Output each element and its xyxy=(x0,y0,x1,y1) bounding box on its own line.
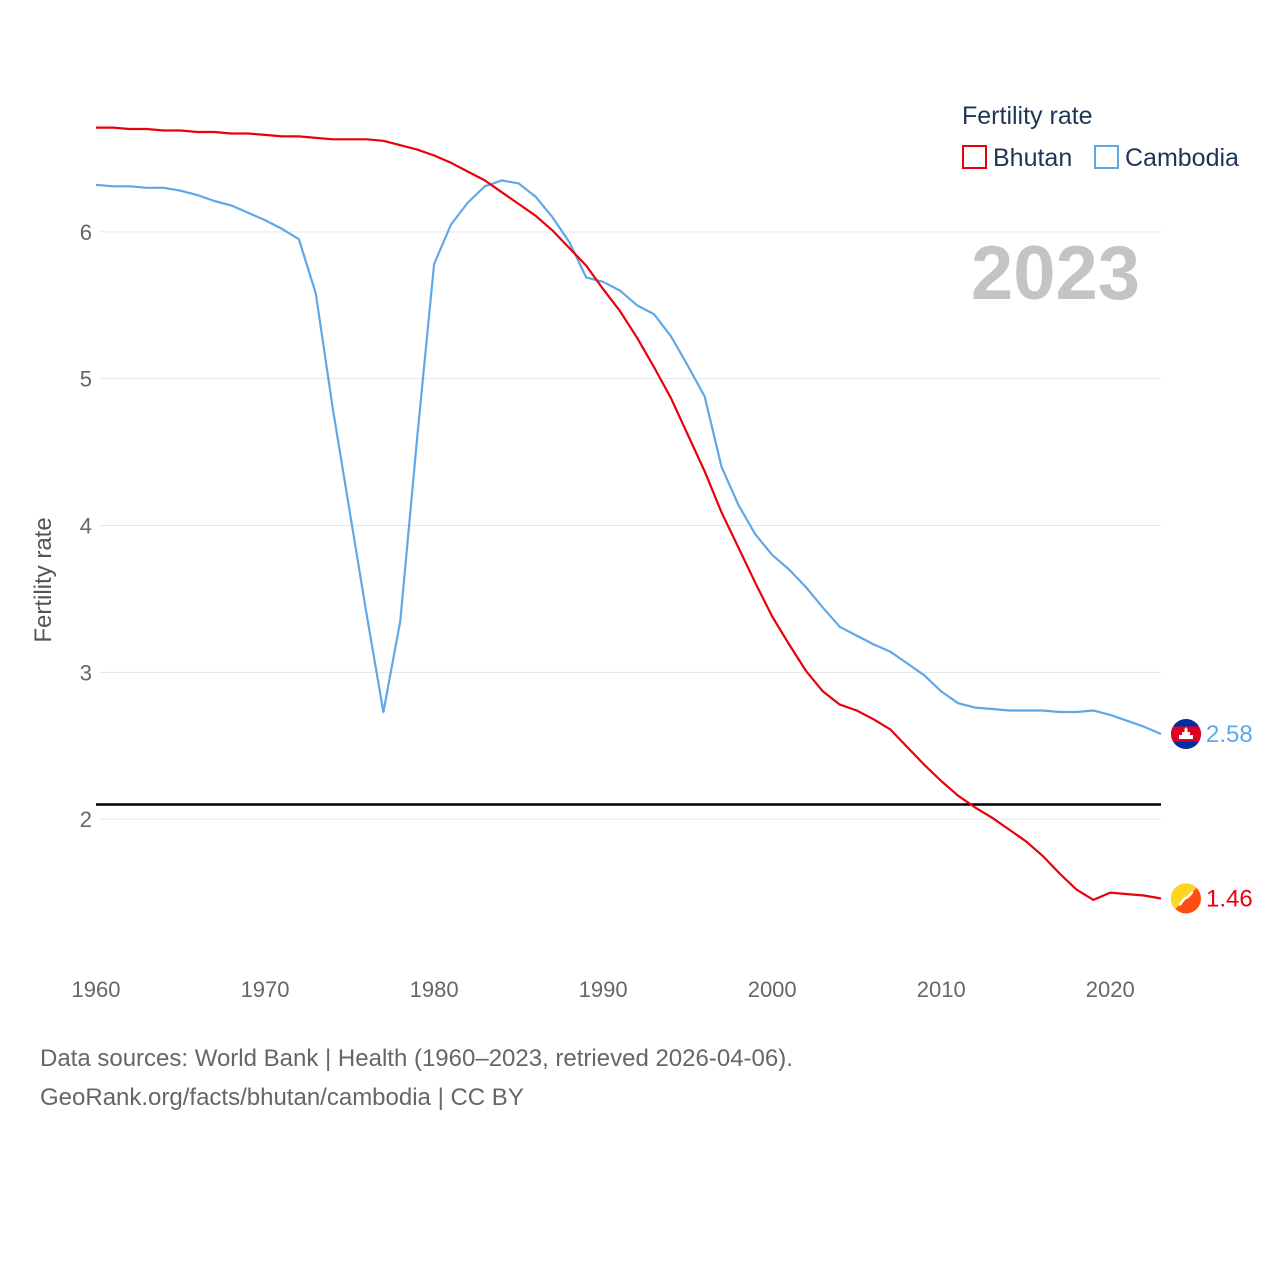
legend: Fertility rate Bhutan Cambodia xyxy=(962,102,1239,172)
legend-swatch-cambodia[interactable] xyxy=(1094,145,1119,169)
end-value-cambodia: 2.58 xyxy=(1206,721,1253,748)
x-tick-label: 2000 xyxy=(748,977,797,1002)
legend-label-cambodia[interactable]: Cambodia xyxy=(1125,144,1239,172)
x-tick-label: 2010 xyxy=(917,977,966,1002)
y-tick-label: 3 xyxy=(80,660,92,685)
legend-label-bhutan[interactable]: Bhutan xyxy=(993,144,1072,172)
y-axis-label: Fertility rate xyxy=(30,517,57,642)
end-markers: 1.46 2.58 xyxy=(1171,719,1253,914)
x-tick-label: 1990 xyxy=(579,977,628,1002)
x-axis-ticks: 1960 1970 1980 1990 2000 2010 2020 xyxy=(72,977,1135,1002)
chart: 2 3 4 5 6 1960 1970 1980 1990 2000 2010 2020 Ferti… xyxy=(30,102,1253,1002)
y-tick-label: 4 xyxy=(80,514,92,539)
x-tick-label: 1960 xyxy=(72,977,121,1002)
gridlines xyxy=(100,231,1161,820)
series-lines xyxy=(95,126,1162,901)
footer-sources: Data sources: World Bank | Health (1960–… xyxy=(40,1045,793,1072)
cambodia-flag-icon xyxy=(1171,719,1201,749)
series-line-bhutan[interactable] xyxy=(96,126,1162,901)
year-label: 2023 xyxy=(971,231,1140,316)
bhutan-flag-icon xyxy=(1171,883,1201,914)
footer-attribution[interactable]: GeoRank.org/facts/bhutan/cambodia | CC B… xyxy=(40,1084,524,1111)
y-axis-ticks: 2 3 4 5 6 xyxy=(80,220,92,832)
legend-swatch-bhutan[interactable] xyxy=(962,145,987,169)
x-tick-label: 1970 xyxy=(241,977,290,1002)
x-tick-label: 2020 xyxy=(1086,977,1135,1002)
end-value-bhutan: 1.46 xyxy=(1206,886,1253,913)
y-tick-label: 6 xyxy=(80,220,92,245)
legend-title: Fertility rate xyxy=(962,102,1093,130)
y-tick-label: 5 xyxy=(80,367,92,392)
y-tick-label: 2 xyxy=(80,807,92,832)
series-line-cambodia[interactable] xyxy=(95,179,1162,736)
x-tick-label: 1980 xyxy=(410,977,459,1002)
